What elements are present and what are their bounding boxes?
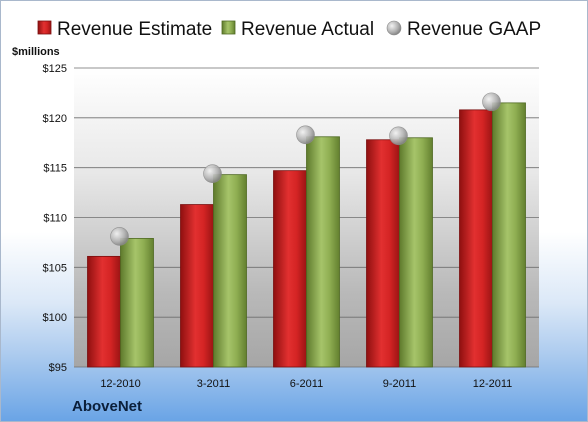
estimate-bar [459,109,493,368]
y-axis-ticks: $95 $100 $105 $110 $115 $120 $125 [43,63,67,374]
gaap-marker [389,126,408,146]
legend-swatch-gaap [386,20,402,36]
legend: Revenue Estimate Revenue Actual Revenue … [37,19,541,40]
bars [87,102,526,368]
gaap-marker [296,125,315,145]
actual-bar [213,174,247,368]
actual-bar [492,102,526,368]
gaap-marker [482,92,501,112]
gaap-marker [110,227,129,246]
gaap-markers [110,92,501,246]
legend-label-actual: Revenue Actual [241,19,374,40]
legend-label-gaap: Revenue GAAP [407,19,541,40]
y-tick-label: $100 [43,312,67,324]
unit-label: $millions [12,46,60,58]
x-tick-label: 3-2011 [197,378,230,390]
estimate-bar [87,255,121,368]
actual-bar [120,238,154,368]
y-tick-label: $125 [43,63,67,75]
estimate-bar [180,204,214,368]
estimate-bar [366,139,400,368]
y-tick-label: $115 [43,163,67,175]
legend-swatch-estimate [37,20,52,35]
x-tick-label: 6-2011 [290,378,323,390]
y-tick-label: $120 [43,113,67,125]
y-tick-label: $95 [49,362,67,374]
y-tick-label: $110 [43,213,67,225]
x-axis-ticks: 12-2010 3-2011 6-2011 9-2011 12-2011 [100,378,512,390]
estimate-bar [273,170,307,368]
actual-bar [306,136,340,368]
y-tick-label: $105 [43,262,67,274]
x-tick-label: 12-2010 [100,378,140,390]
x-tick-label: 9-2011 [383,378,416,390]
actual-bar [399,137,433,368]
company-name: AboveNet [72,398,142,415]
legend-swatch-actual [221,20,236,35]
gaap-marker [203,164,222,183]
legend-label-estimate: Revenue Estimate [57,19,212,40]
x-tick-label: 12-2011 [473,378,513,390]
